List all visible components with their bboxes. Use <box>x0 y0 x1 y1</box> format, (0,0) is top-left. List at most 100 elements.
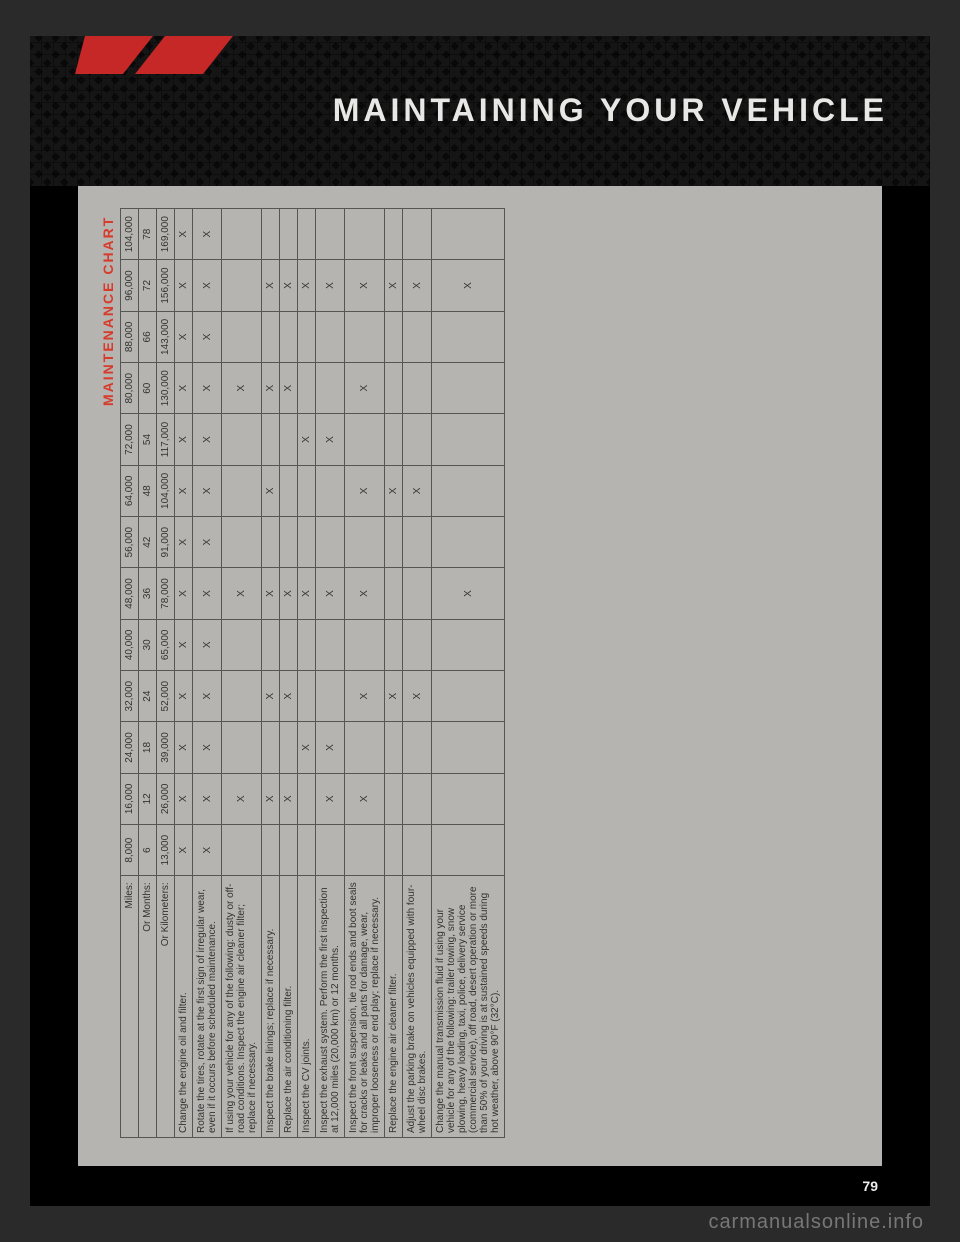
row-description: Replace the air conditioning filter. <box>280 876 298 1138</box>
row-description: Inspect the front suspension, tie rod en… <box>345 876 385 1138</box>
page-number: 79 <box>862 1178 878 1194</box>
mark-cell: X <box>193 517 222 568</box>
mark-cell: X <box>403 465 432 516</box>
header-value: 48,000 <box>121 568 139 619</box>
mark-cell <box>222 517 262 568</box>
mark-cell <box>432 414 505 465</box>
mark-cell <box>432 311 505 362</box>
mark-cell: X <box>316 773 345 824</box>
mark-cell: X <box>280 773 298 824</box>
mark-cell: X <box>193 465 222 516</box>
mark-cell <box>316 517 345 568</box>
row-description: Rotate the tires, rotate at the first si… <box>193 876 222 1138</box>
row-description: If using your vehicle for any of the fol… <box>222 876 262 1138</box>
header-label: Or Kilometers: <box>157 876 175 1138</box>
mark-cell <box>432 363 505 414</box>
table-row: Change the manual transmission fluid if … <box>432 209 505 1138</box>
mark-cell <box>280 517 298 568</box>
mark-cell: X <box>316 414 345 465</box>
mark-cell <box>432 824 505 875</box>
content-area: MAINTENANCE CHART Miles:8,00016,00024,00… <box>78 186 882 1166</box>
mark-cell: X <box>175 517 193 568</box>
mark-cell <box>298 824 316 875</box>
header-value: 39,000 <box>157 722 175 773</box>
mark-cell: X <box>262 568 280 619</box>
mark-cell: X <box>193 824 222 875</box>
mark-cell: X <box>193 260 222 311</box>
page-header: MAINTAINING YOUR VEHICLE <box>30 36 930 186</box>
mark-cell: X <box>193 773 222 824</box>
mark-cell: X <box>298 722 316 773</box>
mark-cell <box>403 619 432 670</box>
mark-cell <box>298 773 316 824</box>
table-row: If using your vehicle for any of the fol… <box>222 209 262 1138</box>
mark-cell <box>280 311 298 362</box>
row-description: Inspect the brake linings; replace if ne… <box>262 876 280 1138</box>
mark-cell <box>222 671 262 722</box>
mark-cell: X <box>175 773 193 824</box>
mark-cell: X <box>298 260 316 311</box>
mark-cell: X <box>385 260 403 311</box>
mark-cell: X <box>193 363 222 414</box>
header-value: 42 <box>139 517 157 568</box>
mark-cell <box>403 209 432 260</box>
mark-cell: X <box>298 414 316 465</box>
mark-cell <box>262 619 280 670</box>
mark-cell <box>316 824 345 875</box>
maintenance-chart-table: Miles:8,00016,00024,00032,00040,00048,00… <box>120 208 505 1138</box>
header-value: 78 <box>139 209 157 260</box>
mark-cell <box>385 311 403 362</box>
header-label: Or Months: <box>139 876 157 1138</box>
mark-cell <box>385 568 403 619</box>
header-value: 104,000 <box>157 465 175 516</box>
page-container: MAINTAINING YOUR VEHICLE MAINTENANCE CHA… <box>30 36 930 1206</box>
header-value: 52,000 <box>157 671 175 722</box>
header-value: 40,000 <box>121 619 139 670</box>
mark-cell <box>222 619 262 670</box>
mark-cell: X <box>175 260 193 311</box>
header-value: 8,000 <box>121 824 139 875</box>
header-value: 88,000 <box>121 311 139 362</box>
mark-cell: X <box>175 209 193 260</box>
mark-cell <box>262 414 280 465</box>
table-row: Adjust the parking brake on vehicles equ… <box>403 209 432 1138</box>
mark-cell: X <box>175 568 193 619</box>
mark-cell <box>262 722 280 773</box>
mark-cell <box>432 773 505 824</box>
header-value: 54 <box>139 414 157 465</box>
mark-cell: X <box>175 722 193 773</box>
mark-cell: X <box>175 671 193 722</box>
table-row: Inspect the brake linings; replace if ne… <box>262 209 280 1138</box>
header-value: 60 <box>139 363 157 414</box>
mark-cell: X <box>385 671 403 722</box>
mark-cell <box>345 517 385 568</box>
page-title: MAINTAINING YOUR VEHICLE <box>333 92 888 129</box>
mark-cell: X <box>262 363 280 414</box>
table-header-row: Miles:8,00016,00024,00032,00040,00048,00… <box>121 209 139 1138</box>
mark-cell: X <box>432 260 505 311</box>
rotated-table-container: Miles:8,00016,00024,00032,00040,00048,00… <box>120 208 505 1138</box>
mark-cell <box>403 568 432 619</box>
mark-cell <box>280 824 298 875</box>
mark-cell: X <box>175 414 193 465</box>
mark-cell <box>403 773 432 824</box>
mark-cell: X <box>175 465 193 516</box>
header-value: 143,000 <box>157 311 175 362</box>
mark-cell <box>316 311 345 362</box>
mark-cell <box>345 824 385 875</box>
header-value: 30 <box>139 619 157 670</box>
dodge-stripes-icon <box>75 36 275 74</box>
mark-cell <box>385 363 403 414</box>
mark-cell: X <box>280 568 298 619</box>
mark-cell <box>280 722 298 773</box>
mark-cell: X <box>175 311 193 362</box>
mark-cell <box>432 209 505 260</box>
watermark-text: carmanualsonline.info <box>708 1211 924 1234</box>
section-title: MAINTENANCE CHART <box>100 216 116 406</box>
header-value: 18 <box>139 722 157 773</box>
mark-cell: X <box>432 568 505 619</box>
mark-cell <box>280 619 298 670</box>
mark-cell: X <box>280 363 298 414</box>
header-value: 6 <box>139 824 157 875</box>
mark-cell: X <box>262 260 280 311</box>
